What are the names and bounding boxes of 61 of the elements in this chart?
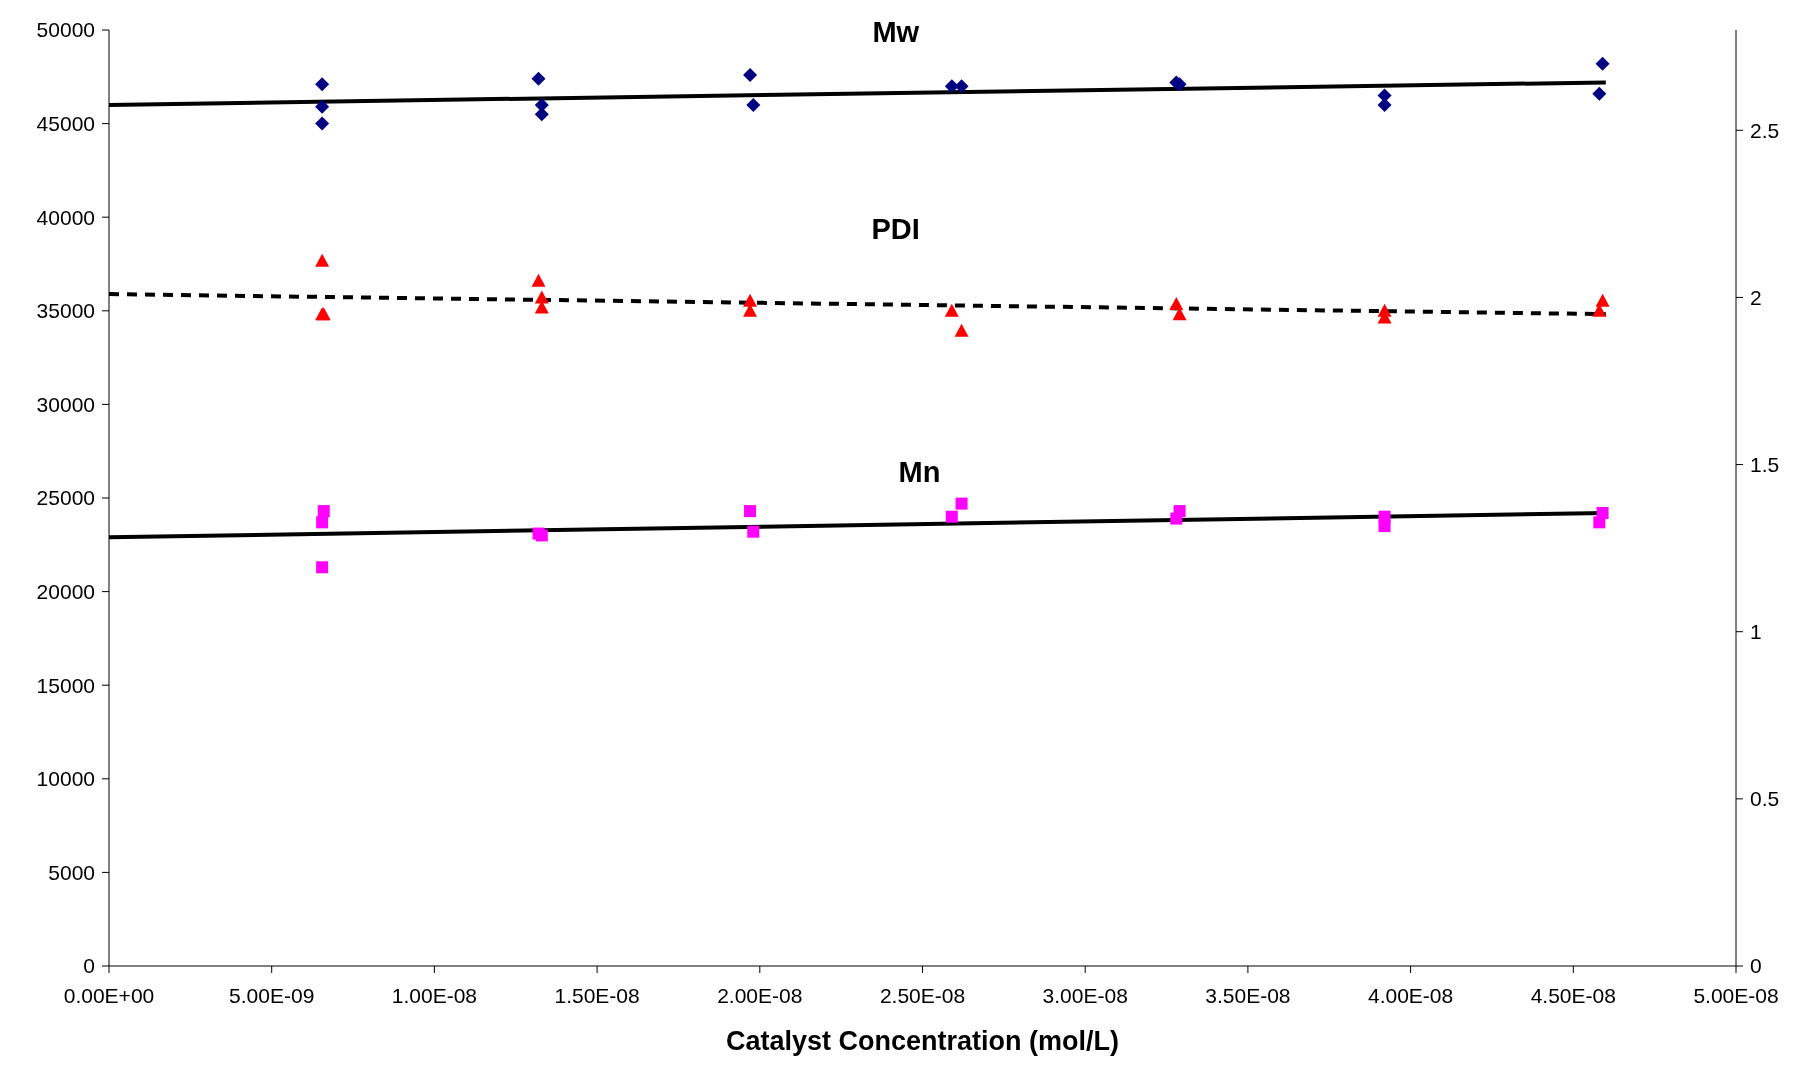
point: [316, 516, 329, 529]
point: [316, 561, 329, 574]
point: [1595, 56, 1610, 71]
x-axis-title: Catalyst Concentration (mol/L): [725, 1026, 1120, 1056]
point: [955, 497, 968, 510]
y-tick-label: 5000: [48, 860, 95, 884]
point: [954, 79, 969, 94]
text: PDI: [871, 212, 920, 245]
x-tick-label: 4.00E-08: [1367, 984, 1454, 1007]
point: [315, 116, 330, 131]
x-tick-label: 3.50E-08: [1205, 984, 1291, 1007]
series-label: Mw: [872, 15, 920, 48]
x-tick-label: 2.50E-08: [879, 984, 966, 1007]
point: [743, 293, 758, 307]
point: [315, 77, 330, 92]
point: [1173, 505, 1186, 518]
point: [531, 273, 546, 287]
point: [1595, 293, 1610, 307]
x-tick-label: 3.00E-08: [1042, 984, 1128, 1007]
point: [315, 253, 330, 267]
y-tick-label: 30000: [36, 392, 95, 416]
point: [534, 107, 549, 122]
point: [944, 79, 959, 94]
point: [1169, 297, 1184, 311]
point: [315, 99, 330, 114]
point: [945, 510, 958, 523]
point: [743, 67, 758, 82]
y2-tick-label: 2.5: [1750, 118, 1780, 142]
x-tick-label: 5.00E-09: [229, 984, 315, 1007]
y-tick-label: 25000: [36, 486, 95, 510]
y2-tick-label: 0: [1750, 954, 1762, 978]
y2-tick-label: 1: [1750, 620, 1762, 644]
point: [317, 505, 330, 518]
series-label: Mn: [898, 455, 941, 488]
point: [1592, 86, 1607, 101]
point: [747, 525, 760, 538]
x-tick-label: 5.00E-08: [1693, 984, 1779, 1007]
y-tick-label: 20000: [36, 579, 95, 603]
point: [944, 303, 959, 317]
point: [531, 71, 546, 86]
point: [746, 97, 761, 112]
x-tick-label: 4.50E-08: [1530, 984, 1616, 1007]
y2-tick-label: 0.5: [1750, 787, 1780, 811]
y-tick-label: 35000: [36, 299, 95, 323]
point: [534, 290, 549, 304]
x-tick-label: 0.00E+00: [63, 984, 155, 1007]
y2-tick-label: 2: [1750, 285, 1762, 309]
y-tick-label: 15000: [36, 673, 95, 697]
point: [954, 323, 969, 337]
y-tick-label: 45000: [36, 111, 95, 135]
x-tick-label: 2.00E-08: [717, 984, 803, 1007]
point: [1593, 516, 1606, 529]
point: [744, 505, 757, 518]
x-tick-label: 1.00E-08: [391, 984, 478, 1007]
point: [1378, 520, 1391, 533]
y-tick-label: 40000: [36, 205, 95, 229]
y2-tick-label: 1.5: [1750, 452, 1780, 476]
y-tick-label: 50000: [36, 18, 95, 42]
x-tick-label: 1.50E-08: [554, 984, 640, 1007]
y-tick-label: 10000: [36, 767, 95, 791]
y-tick-label: 0: [83, 954, 95, 978]
